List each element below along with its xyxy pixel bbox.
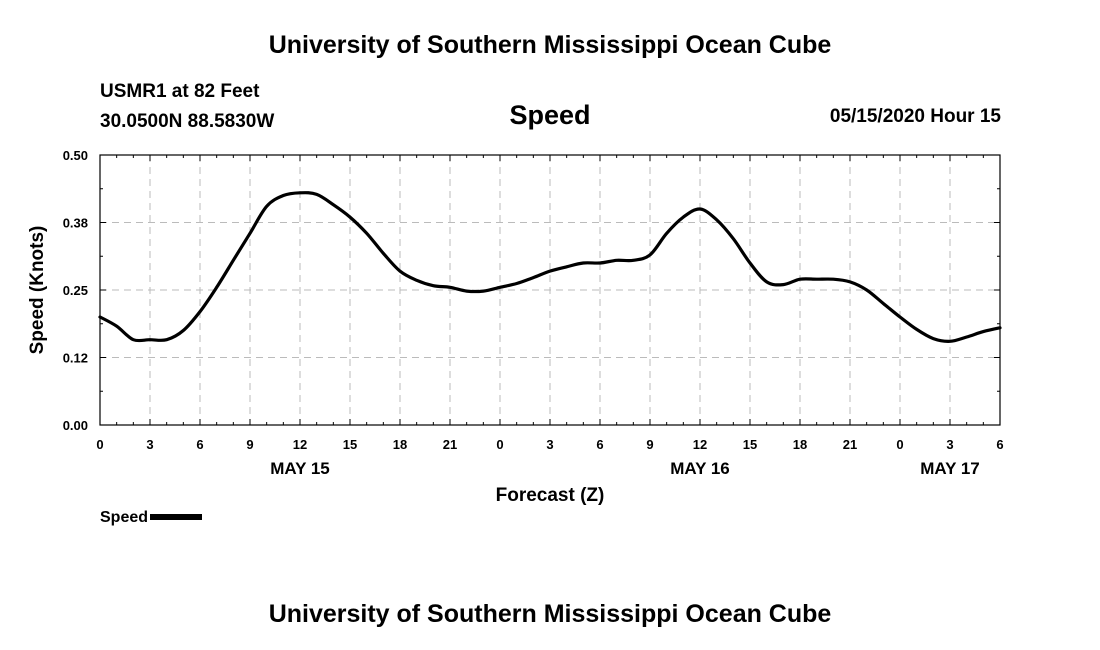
x-tick-label: 3: [546, 437, 553, 452]
tick-labels: 0.00 0.12 0.25 0.38 0.50 0 3 6 9 12 15 18 21 0 3 6 9 12 15…: [27, 148, 1004, 506]
grid-lines: [100, 155, 1000, 425]
x-tick-label: 21: [443, 437, 457, 452]
x-tick-label: 21: [843, 437, 857, 452]
y-tick-label: 0.00: [63, 418, 88, 433]
y-tick-label: 0.12: [63, 351, 88, 366]
x-tick-label: 0: [496, 437, 503, 452]
header-title: University of Southern Mississippi Ocean…: [268, 31, 832, 59]
y-tick-label: 0.50: [63, 148, 88, 163]
legend-label: Speed: [100, 509, 149, 526]
x-tick-label: 9: [646, 437, 653, 452]
x-tick-label: 3: [946, 437, 953, 452]
x-tick-label: 12: [293, 437, 307, 452]
x-tick-label: 15: [343, 437, 357, 452]
series-layer: [98, 191, 1002, 343]
y-axis-label: Speed (Knots): [27, 226, 48, 355]
legend-swatch: [150, 513, 203, 520]
x-tick-label: 0: [896, 437, 903, 452]
x-axis-label: Forecast (Z): [496, 485, 605, 506]
y-tick-label: 0.38: [63, 216, 88, 231]
y-tick-label: 0.25: [63, 283, 88, 298]
station-coords: 30.0500N 88.5830W: [100, 111, 275, 132]
station-info: USMR1 at 82 Feet 30.0500N 88.5830W: [100, 77, 274, 137]
legend: Speed: [100, 509, 203, 527]
chart-title: Speed: [509, 100, 591, 130]
axes: [99, 154, 1001, 426]
station-name: USMR1 at 82 Feet: [100, 81, 260, 102]
x-tick-label: 18: [393, 437, 407, 452]
x-tick-label: 6: [596, 437, 603, 452]
date-label: MAY 17: [920, 459, 980, 478]
x-tick-label: 6: [196, 437, 203, 452]
x-tick-label: 3: [146, 437, 153, 452]
x-tick-label: 0: [96, 437, 103, 452]
speed-series-line: [98, 191, 1002, 343]
timestamp: 05/15/2020 Hour 15: [829, 106, 1001, 127]
footer-title: University of Southern Mississippi Ocean…: [268, 600, 832, 628]
x-tick-label: 18: [793, 437, 807, 452]
x-tick-label: 6: [996, 437, 1003, 452]
date-label: MAY 16: [670, 459, 730, 478]
date-label: MAY 15: [270, 459, 330, 478]
x-tick-label: 12: [693, 437, 707, 452]
x-tick-label: 15: [743, 437, 757, 452]
x-tick-label: 9: [246, 437, 253, 452]
